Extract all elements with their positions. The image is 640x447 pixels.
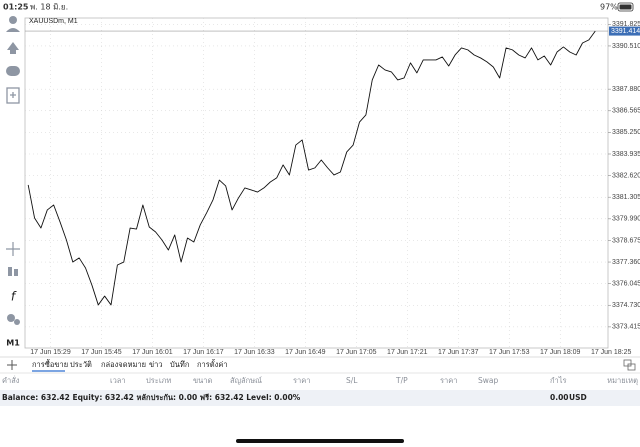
y-tick-label: 3391.825 (612, 21, 640, 28)
add-tab-button[interactable] (7, 360, 17, 370)
candle-icon-2 (14, 269, 18, 276)
column-header: หมายเหตุ (607, 376, 638, 385)
chart-title: XAUUSDm, M1 (29, 18, 78, 25)
x-tick-label: 17 Jun 15:29 (30, 349, 71, 356)
column-header: Swap (478, 376, 498, 385)
function-icon[interactable]: f (11, 290, 17, 304)
price-line (27, 30, 596, 306)
plus-mark (10, 92, 16, 98)
x-tick-label: 17 Jun 17:37 (438, 349, 479, 356)
column-header: ราคา (440, 376, 457, 385)
x-tick-label: 17 Jun 18:25 (591, 349, 632, 356)
chat-icon[interactable] (6, 66, 20, 76)
x-tick-label: 17 Jun 16:17 (183, 349, 224, 356)
toolbar: f M1 (6, 16, 20, 348)
x-tick-label: 17 Jun 18:09 (540, 349, 581, 356)
chart: XAUUSDm, M1 3391.825 3390.510 3387.880 3386.… (24, 17, 640, 356)
column-header: ประเภท (146, 376, 171, 385)
plot-frame (24, 17, 609, 349)
y-tick-label: 3386.565 (612, 108, 640, 115)
layout-button[interactable] (623, 359, 632, 367)
tab-bar: การซื้อขาย ประวัติ กล่องจดหมาย ข่าว บันทึก กา… (32, 359, 228, 372)
x-tick-label: 17 Jun 17:21 (387, 349, 428, 356)
account-profit: 0.00 (550, 393, 569, 402)
balance-row (0, 390, 640, 406)
battery-level (619, 4, 632, 10)
column-header: คำสั่ง (2, 375, 20, 385)
x-tick-label: 17 Jun 16:49 (285, 349, 326, 356)
tab[interactable]: ประวัติ (70, 360, 92, 369)
y-tick-label: 3378.675 (612, 237, 640, 244)
column-header: ขนาด (193, 376, 212, 385)
column-header: S/L (346, 376, 358, 385)
status-date: พ. 18 มิ.ย. (30, 3, 68, 12)
x-tick-label: 17 Jun 16:33 (234, 349, 275, 356)
current-price-label: 3391.414 (611, 28, 640, 35)
trade-icon[interactable] (7, 42, 19, 54)
y-tick-label: 3377.360 (612, 259, 640, 266)
y-tick-label: 3383.935 (612, 151, 640, 158)
battery-icon (617, 2, 634, 12)
tab[interactable]: การซื้อขาย (32, 359, 68, 369)
column-header: T/P (395, 376, 408, 385)
timeframe[interactable]: M1 (6, 339, 20, 348)
table-header: คำสั่ง เวลา ประเภท ขนาด สัญลักษณ์ ราคา S/L T/P ร… (2, 375, 638, 385)
status-time: 01:25 (3, 3, 29, 12)
y-tick-label: 3381.305 (612, 194, 640, 201)
column-header: สัญลักษณ์ (230, 376, 262, 385)
y-tick-label: 3387.880 (612, 86, 640, 93)
layout-button-2 (627, 363, 636, 371)
y-tick-label: 3379.990 (612, 216, 640, 223)
objects-icon-2 (14, 319, 20, 325)
tab[interactable]: บันทึก (170, 360, 189, 369)
y-tick-label: 3382.620 (612, 172, 640, 179)
home-indicator (236, 439, 404, 443)
tab[interactable]: ข่าว (149, 360, 163, 369)
account-icon-body (6, 28, 20, 32)
x-tick-label: 17 Jun 15:45 (81, 349, 122, 356)
column-header: เวลา (110, 376, 126, 385)
objects-icon[interactable] (7, 314, 15, 322)
column-header: ราคา (293, 376, 310, 385)
current-price-box (609, 26, 640, 36)
add-indicator-icon[interactable] (6, 87, 20, 104)
status-battery: 97% (600, 3, 618, 12)
x-tick-label: 17 Jun 16:01 (132, 349, 173, 356)
x-tick-label: 17 Jun 17:53 (489, 349, 530, 356)
x-tick-label: 17 Jun 17:05 (336, 349, 377, 356)
tab[interactable]: กล่องจดหมาย (101, 360, 146, 369)
y-tick-label: 3390.510 (612, 43, 640, 50)
y-tick-label: 3374.730 (612, 302, 640, 309)
candle-icon[interactable] (8, 267, 12, 276)
crosshair-icon[interactable] (6, 242, 20, 256)
account-icon[interactable] (9, 16, 17, 24)
account-summary: Balance: 632.42 Equity: 632.42 หลักประกั… (2, 393, 301, 402)
account-currency: USD (569, 393, 587, 402)
y-tick-label: 3376.045 (612, 281, 640, 288)
column-header: กำไร (550, 376, 567, 385)
y-tick-label: 3385.250 (612, 129, 640, 136)
tab[interactable]: การตั้งค่า (197, 359, 228, 369)
y-tick-label: 3373.415 (612, 324, 640, 331)
